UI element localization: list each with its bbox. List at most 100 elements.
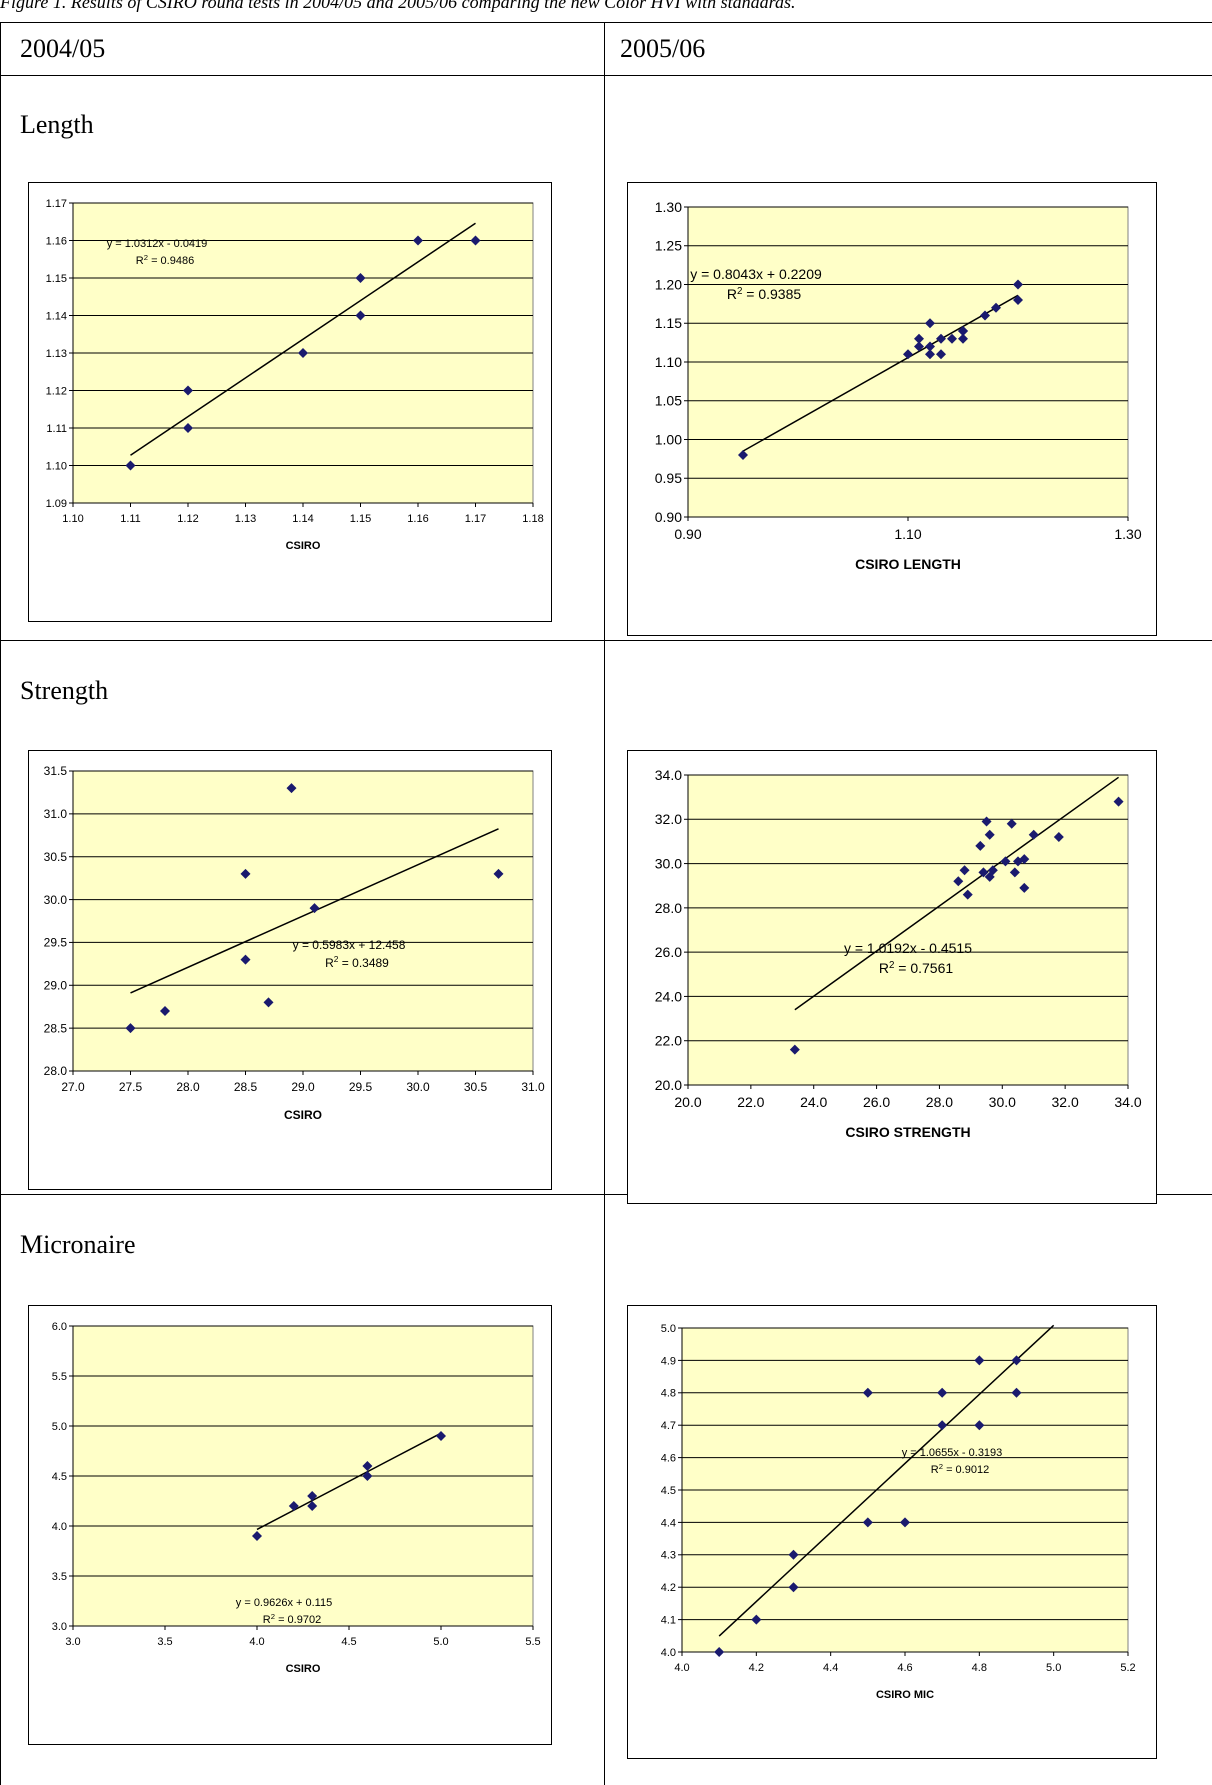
data-point: [183, 423, 193, 433]
y-tick-label: 4.1: [661, 1614, 676, 1626]
data-point: [1013, 295, 1023, 305]
x-tick-label: 4.0: [249, 1636, 264, 1648]
y-tick-label: 1.11: [46, 423, 67, 435]
data-point: [1053, 832, 1064, 842]
y-tick-label: 4.9: [661, 1355, 676, 1367]
data-point: [984, 829, 995, 840]
data-point: [751, 1614, 762, 1625]
y-tick-label: 1.15: [46, 273, 67, 285]
data-point: [900, 1517, 910, 1528]
r-squared-label: R2 = 0.9486: [136, 253, 194, 268]
data-point: [1028, 829, 1039, 840]
x-tick-label: 1.16: [407, 513, 428, 525]
y-tick-label: 1.12: [46, 385, 67, 397]
figure-table: 2004/05 2005/06 Length Strength Micronai…: [0, 22, 1212, 1785]
column-header-2005-06: 2005/06: [620, 34, 706, 63]
y-tick-label: 30.0: [44, 893, 68, 907]
x-tick-label: 27.5: [119, 1080, 143, 1094]
y-tick-label: 20.0: [655, 1077, 682, 1093]
y-tick-label: 1.05: [655, 393, 682, 409]
x-tick-label: 22.0: [737, 1094, 764, 1110]
x-axis-title: CSIRO MIC: [876, 1689, 934, 1701]
y-tick-label: 4.5: [52, 1471, 67, 1483]
trendline: [718, 1324, 1055, 1637]
trendline-equation: y = 0.8043x + 0.2209: [690, 266, 822, 282]
data-point: [925, 341, 935, 352]
x-tick-label: 28.0: [176, 1080, 200, 1094]
data-point: [981, 816, 992, 827]
data-point: [493, 868, 504, 879]
y-tick-label: 1.14: [46, 310, 67, 322]
y-tick-label: 1.30: [655, 199, 682, 215]
data-point: [714, 1647, 725, 1657]
x-tick-label: 3.0: [65, 1636, 80, 1648]
chart-micronaire-2004-05: 3.0 3.5 4.0 4.5 5.0 5.5 6.0 3.0 3.5 4.0 4.5 5.0 5.5 C…: [28, 1305, 552, 1745]
data-point: [959, 865, 970, 876]
table-row-divider-1: [0, 640, 1212, 641]
y-tick-label: 1.13: [46, 348, 67, 360]
y-tick-label: 1.00: [655, 431, 682, 447]
y-tick-label: 1.10: [46, 460, 67, 472]
x-tick-label: 5.0: [1046, 1662, 1061, 1674]
y-tick-label: 31.5: [44, 764, 68, 778]
x-tick-label: 29.0: [291, 1080, 315, 1094]
r-squared-label: R2 = 0.7561: [879, 960, 954, 977]
plot-area: [72, 770, 534, 1072]
y-tick-label: 3.5: [52, 1571, 67, 1583]
y-tick-label: 30.0: [655, 855, 682, 871]
table-border-left: [0, 22, 1, 1785]
data-point: [958, 326, 968, 336]
data-point: [240, 868, 251, 879]
y-tick-label: 1.17: [46, 198, 67, 210]
data-point: [738, 450, 748, 460]
data-point: [1011, 1387, 1022, 1398]
y-tick-label: 0.95: [655, 470, 682, 486]
x-tick-label: 1.18: [522, 513, 543, 525]
y-tick-label: 1.10: [655, 354, 682, 370]
data-point: [355, 310, 366, 321]
y-tick-label: 0.90: [655, 509, 682, 525]
y-tick-label: 34.0: [655, 767, 682, 783]
data-point: [914, 333, 924, 344]
x-tick-label: 5.0: [433, 1636, 448, 1648]
data-point: [925, 318, 935, 329]
y-tick-label: 4.5: [661, 1485, 676, 1497]
chart-strength-2004-05: 28.0 28.5 29.0 29.5 30.0 30.5 31.0 31.5 27.0 27.5…: [28, 750, 552, 1190]
data-point: [987, 865, 998, 876]
data-point: [1000, 856, 1011, 867]
x-tick-label: 3.5: [157, 1636, 172, 1648]
data-point: [991, 302, 1001, 313]
r-squared-label: R2 = 0.9012: [931, 1462, 989, 1477]
x-tick-label: 20.0: [674, 1094, 701, 1110]
data-point: [862, 1517, 873, 1528]
x-tick-label: 4.0: [674, 1662, 689, 1674]
x-axis-title: CSIRO: [286, 1663, 321, 1675]
data-point: [936, 333, 946, 344]
table-row-divider-2: [0, 1194, 1212, 1195]
r-squared-label: R2 = 0.3489: [325, 954, 389, 970]
x-tick-label: 1.11: [120, 513, 141, 525]
y-tick-label: 26.0: [655, 944, 682, 960]
data-point: [1011, 1355, 1022, 1366]
data-point: [862, 1387, 873, 1398]
data-point: [962, 889, 973, 900]
data-point: [978, 867, 989, 878]
x-tick-label: 4.8: [972, 1662, 987, 1674]
x-tick-label: 1.12: [177, 513, 198, 525]
y-tick-label: 1.09: [46, 498, 67, 510]
table-border-top: [0, 22, 1212, 23]
data-point: [1013, 856, 1023, 867]
x-tick-label: 30.5: [464, 1080, 488, 1094]
x-tick-label: 24.0: [800, 1094, 827, 1110]
y-tick-label: 4.2: [661, 1582, 676, 1594]
y-tick-label: 4.4: [661, 1517, 676, 1529]
x-tick-label: 30.0: [989, 1094, 1016, 1110]
x-tick-label: 0.90: [674, 526, 701, 542]
y-tick-label: 22.0: [655, 1033, 682, 1049]
x-axis-title: CSIRO: [284, 1108, 322, 1122]
data-point: [1113, 796, 1124, 807]
x-axis-title: CSIRO STRENGTH: [845, 1124, 970, 1140]
data-point: [263, 997, 274, 1008]
data-point: [240, 954, 251, 965]
data-point: [914, 341, 924, 352]
